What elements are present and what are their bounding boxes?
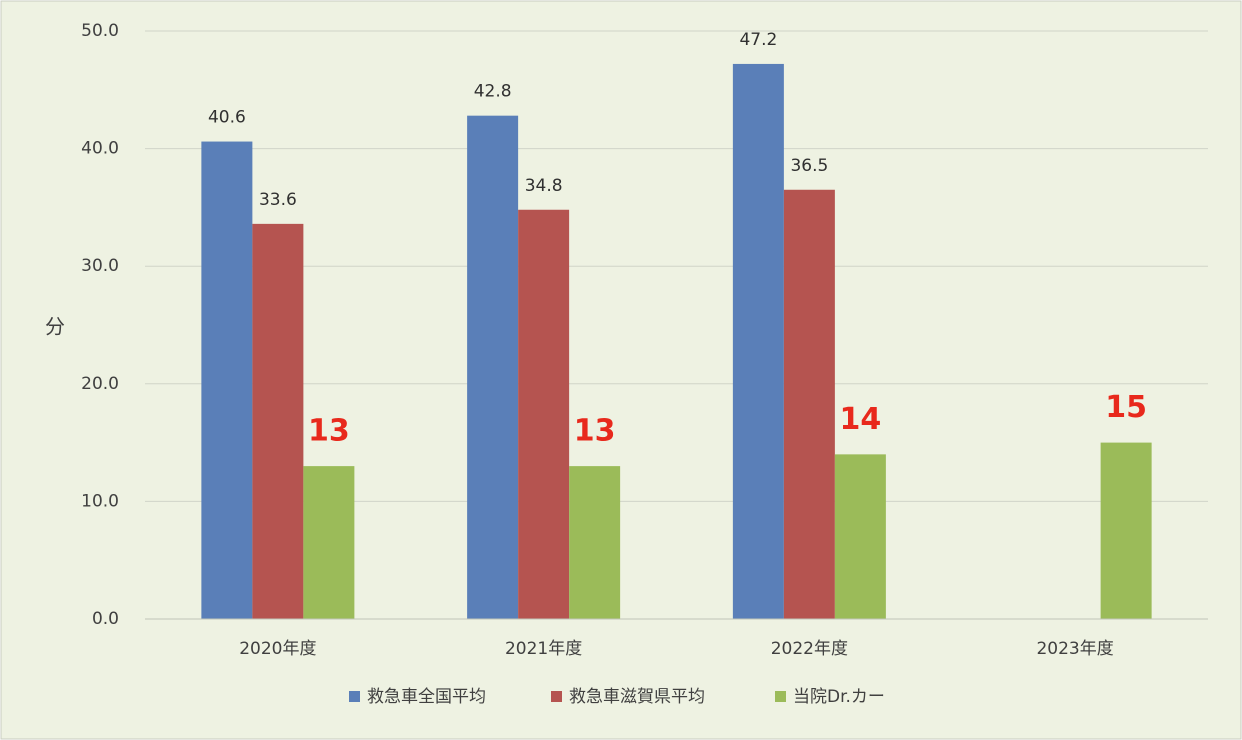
bar xyxy=(783,189,835,619)
bar xyxy=(1100,442,1152,619)
legend-label: 救急車滋賀県平均 xyxy=(569,687,705,707)
y-tick-label: 40.0 xyxy=(81,139,119,159)
y-tick-label: 50.0 xyxy=(81,21,119,41)
bar xyxy=(732,63,784,620)
y-tick-label: 0.0 xyxy=(92,609,119,629)
x-tick-label: 2022年度 xyxy=(771,639,848,659)
bar xyxy=(252,223,304,619)
value-label: 14 xyxy=(840,402,882,437)
bar xyxy=(834,454,886,619)
value-label: 13 xyxy=(574,414,616,449)
x-tick-label: 2021年度 xyxy=(505,639,582,659)
value-label: 13 xyxy=(308,414,350,449)
legend-label: 当院Dr.カー xyxy=(793,687,885,707)
y-tick-label: 10.0 xyxy=(81,491,119,511)
bar xyxy=(467,115,519,619)
y-tick-label: 30.0 xyxy=(81,256,119,276)
legend-swatch xyxy=(551,691,562,702)
y-axis-label: 分 xyxy=(45,315,65,339)
bar xyxy=(569,466,621,619)
bar xyxy=(518,209,570,619)
y-tick-label: 20.0 xyxy=(81,374,119,394)
bar xyxy=(201,141,253,619)
value-label: 40.6 xyxy=(208,108,246,128)
value-label: 33.6 xyxy=(259,190,297,210)
x-tick-label: 2020年度 xyxy=(239,639,316,659)
legend-swatch xyxy=(775,691,786,702)
x-tick-label: 2023年度 xyxy=(1036,639,1113,659)
value-label: 36.5 xyxy=(790,156,828,176)
value-label: 34.8 xyxy=(525,176,563,196)
value-label: 15 xyxy=(1105,390,1147,425)
value-label: 47.2 xyxy=(739,30,777,50)
bar xyxy=(303,466,355,619)
value-label: 42.8 xyxy=(474,82,512,102)
legend-swatch xyxy=(349,691,360,702)
legend-label: 救急車全国平均 xyxy=(367,687,486,707)
